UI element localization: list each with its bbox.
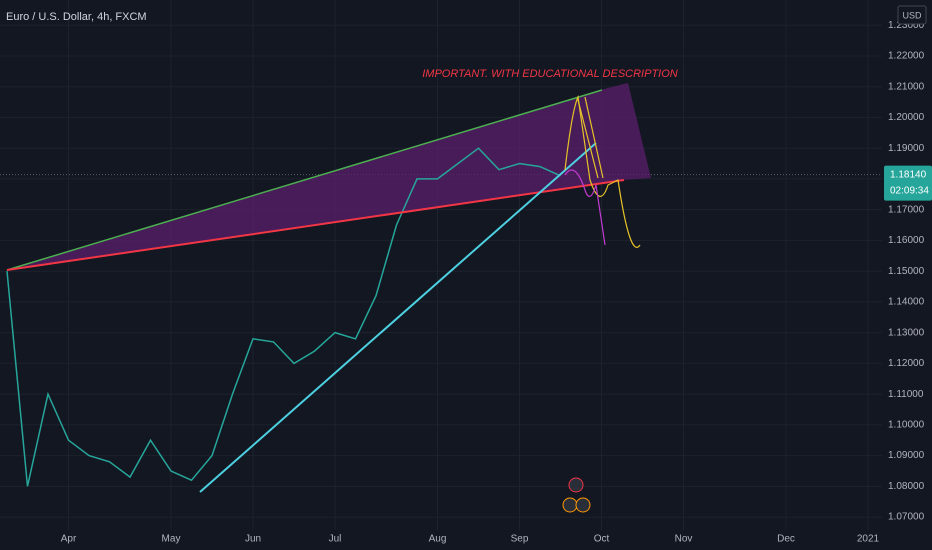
annotation: IMPORTANT. WITH EDUCATIONAL DESCRIPTION [422, 68, 678, 80]
x-tick-label: Aug [429, 534, 447, 545]
y-tick-label: 1.09000 [888, 450, 925, 461]
y-tick-label: 1.13000 [888, 327, 925, 338]
symbol-title[interactable]: Euro / U.S. Dollar, 4h, FXCM [6, 11, 147, 23]
y-tick-label: 1.10000 [888, 420, 925, 431]
x-tick-label: Apr [61, 534, 77, 545]
currency-box[interactable] [897, 5, 927, 25]
x-tick-label: May [162, 534, 181, 545]
last-price-badge [884, 165, 932, 201]
event-icon[interactable] [562, 497, 578, 513]
lower-trendline [6, 179, 625, 271]
time-axis: Apr May Jun Jul Aug Sep Oct Nov Dec 2021 [61, 534, 880, 545]
plot [6, 147, 561, 487]
price-axis: 1.07000 1.08000 1.09000 1.10000 1.11000 1.120… [882, 0, 932, 530]
y-tick-label: 1.14000 [888, 297, 925, 308]
x-tick-label: Jun [245, 534, 261, 545]
projection-arrows [577, 96, 604, 179]
x-tick-label: Nov [675, 534, 693, 545]
time-axis-bg [0, 530, 932, 550]
price-line [6, 147, 561, 487]
y-tick-label: 1.22000 [888, 51, 925, 62]
x-tick-label: Jul [329, 534, 342, 545]
support-trendline [199, 142, 597, 493]
x-tick-label: Dec [777, 534, 795, 545]
upper-trendline [6, 89, 603, 271]
event-icon[interactable] [575, 497, 591, 513]
y-tick-label: 1.15000 [888, 266, 925, 277]
axis-bg [882, 0, 932, 530]
wedge-zone [7, 83, 651, 270]
y-tick-label: 1.19000 [888, 143, 925, 154]
y-tick-label: 1.23000 [888, 20, 925, 31]
x-tick-label: Oct [594, 534, 610, 545]
y-tick-label: 1.16000 [888, 235, 925, 246]
y-tick-label: 1.12000 [888, 358, 925, 369]
y-tick-label: 1.08000 [888, 481, 925, 492]
alt-projection [564, 169, 606, 246]
x-tick-label: Sep [511, 534, 529, 545]
y-tick-label: 1.07000 [888, 512, 925, 523]
event-icon[interactable] [568, 477, 584, 493]
last-price-label: 1.18140 [890, 169, 927, 180]
currency[interactable]: USD [902, 10, 922, 20]
x-tick-label: 2021 [857, 534, 880, 545]
projection-path [564, 94, 641, 248]
y-tick-label: 1.17000 [888, 204, 925, 215]
y-tick-label: 1.11000 [888, 389, 924, 400]
countdown: 02:09:34 [890, 185, 929, 196]
y-tick-label: 1.20000 [888, 112, 925, 123]
y-tick-label: 1.21000 [888, 81, 925, 92]
